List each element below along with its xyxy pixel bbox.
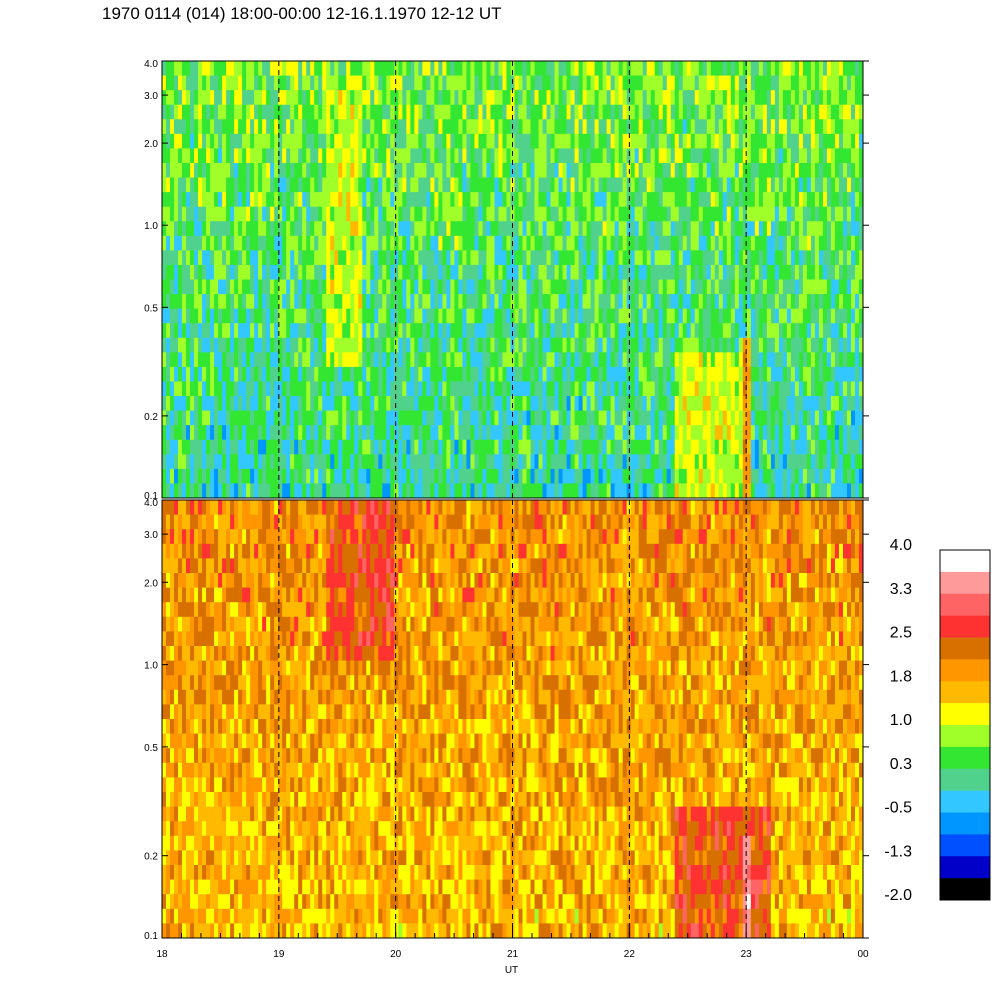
y-tick-label: 2.0	[144, 578, 158, 589]
colorbar-label: 1.8	[890, 668, 912, 685]
y-tick-label: 0.2	[144, 852, 158, 863]
y-tick-label: 4.0	[144, 498, 158, 509]
x-tick-label: 23	[741, 949, 753, 960]
y-tick-label: 3.0	[144, 530, 158, 541]
y-tick-label: 0.2	[144, 412, 158, 423]
colorbar-frame	[939, 549, 991, 901]
colorbar: 4.0 3.3 2.5 1.8 1.0 0.3 -0.5 -1.3 -2.0	[884, 537, 991, 904]
colorbar-swatch	[940, 812, 990, 835]
colorbar-swatch	[940, 768, 990, 791]
y-tick-label: 3.0	[144, 91, 158, 102]
colorbar-label: 0.3	[890, 756, 912, 773]
colorbar-label: 2.5	[890, 625, 912, 642]
colorbar-label: -1.3	[884, 843, 912, 860]
axes-group: 0.10.20.51.02.03.04.00.10.20.51.02.03.04…	[144, 59, 869, 976]
x-tick-label: 18	[156, 949, 168, 960]
panels-group	[161, 60, 864, 939]
colorbar-swatch	[940, 856, 990, 879]
colorbar-label: -2.0	[884, 887, 912, 904]
colorbar-label: 1.0	[890, 712, 912, 729]
spectrogram-cells	[162, 61, 864, 499]
y-tick-label: 1.0	[144, 661, 158, 672]
colorbar-swatch	[940, 725, 990, 748]
colorbar-swatch	[940, 790, 990, 813]
colorbar-swatch	[940, 550, 990, 573]
colorbar-label: 3.3	[890, 581, 912, 598]
colorbar-swatch	[940, 571, 990, 595]
colorbar-swatch	[940, 834, 990, 857]
y-tick-label: 0.1	[144, 491, 158, 502]
chart-title: 1970 0114 (014) 18:00-00:00 12-16.1.1970…	[102, 4, 502, 23]
colorbar-swatch	[940, 637, 990, 660]
panel-upper	[161, 60, 864, 499]
colorbar-swatch	[940, 878, 990, 901]
y-tick-label: 0.5	[144, 303, 158, 314]
y-tick-label: 0.1	[144, 931, 158, 942]
colorbar-swatch	[940, 593, 990, 616]
colorbar-swatch	[940, 615, 990, 638]
x-tick-label: 22	[624, 949, 636, 960]
colorbar-swatch	[940, 681, 990, 704]
panel-lower	[161, 499, 864, 939]
x-tick-label: 00	[857, 949, 869, 960]
x-tick-label: 21	[507, 949, 519, 960]
y-tick-label: 4.0	[144, 59, 158, 70]
y-tick-label: 2.0	[144, 139, 158, 150]
colorbar-swatch	[940, 659, 990, 682]
x-tick-label: 20	[390, 949, 402, 960]
y-tick-label: 0.5	[144, 743, 158, 754]
x-tick-label: 19	[273, 949, 285, 960]
colorbar-label: -0.5	[884, 800, 912, 817]
colorbar-swatch	[940, 703, 990, 726]
x-axis-label: UT	[505, 965, 518, 976]
y-tick-label: 1.0	[144, 221, 158, 232]
colorbar-swatch	[940, 746, 990, 770]
spectrogram-cells	[162, 500, 864, 939]
colorbar-label: 4.0	[890, 537, 912, 554]
